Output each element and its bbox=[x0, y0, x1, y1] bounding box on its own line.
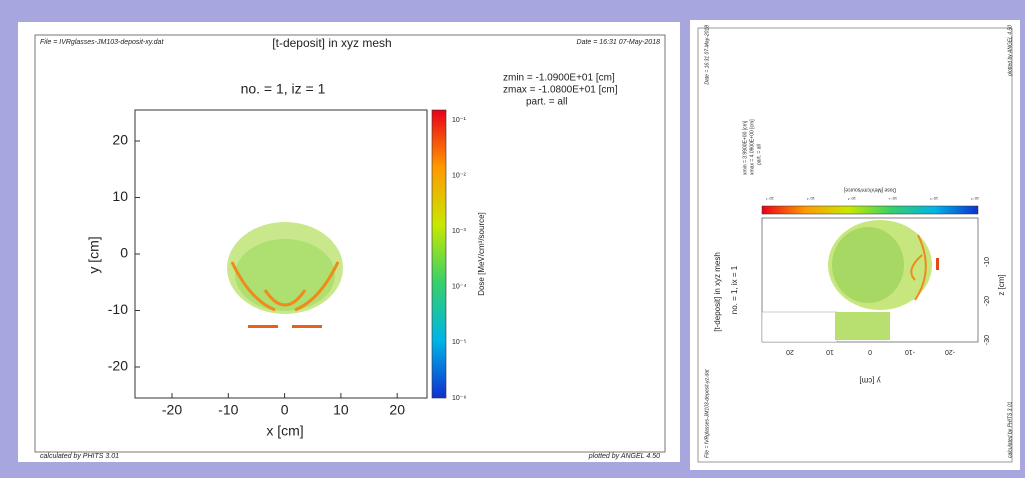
y-tick-label: 20 bbox=[112, 132, 128, 148]
info-line: part. = all bbox=[756, 144, 762, 165]
colorbar-tick-label: 10⁻⁵ bbox=[930, 196, 939, 201]
colorbar-label: Dose [MeV/cm³/source] bbox=[477, 212, 486, 296]
colorbar bbox=[761, 205, 979, 215]
y-tick-label: 0 bbox=[120, 245, 128, 261]
subtitle: no. = 1, iz = 1 bbox=[241, 81, 326, 97]
plot-title: [t-deposit] in xyz mesh bbox=[272, 36, 391, 50]
colorbar-tick-label: 10⁻⁴ bbox=[889, 196, 898, 201]
y-axis-label: y [cm] bbox=[859, 376, 880, 385]
x-tick-label: -10 bbox=[218, 402, 238, 418]
date: Date = 16:31 07-May-2018 bbox=[704, 25, 710, 85]
info-line: zmax = -1.0800E+01 [cm] bbox=[503, 85, 618, 96]
dose-map bbox=[227, 222, 343, 328]
x-tick-label: 20 bbox=[389, 402, 405, 418]
colorbar-tick-label: 10⁻³ bbox=[452, 228, 466, 235]
dose-edge bbox=[230, 261, 340, 312]
y-tick-label: -10 bbox=[905, 348, 915, 355]
y-tick-label: -20 bbox=[945, 348, 955, 355]
y-tick-label: 0 bbox=[868, 348, 872, 355]
colorbar-tick-label: 10⁻² bbox=[452, 172, 466, 179]
right-plot: File = IVRglasses-JM103-deposit-yz.dat D… bbox=[697, 25, 1013, 463]
dose-region bbox=[832, 227, 904, 303]
footer-left: calculated by PHITS 3.01 bbox=[40, 453, 119, 460]
z-tick-label: -10 bbox=[984, 257, 991, 267]
page-frame bbox=[34, 34, 666, 453]
dose-region bbox=[235, 239, 335, 311]
colorbar-tick-label: 10⁻⁶ bbox=[452, 395, 466, 402]
x-tick-label: 0 bbox=[281, 402, 289, 418]
colorbar-tick-label: 10⁻⁶ bbox=[971, 196, 980, 201]
colorbar-label: Dose [MeV/cm³/source] bbox=[843, 187, 896, 193]
file-name: File = IVRglasses-JM103-deposit-yz.dat bbox=[704, 369, 710, 458]
colorbar bbox=[431, 109, 447, 399]
z-axis-label: z [cm] bbox=[997, 274, 1006, 295]
file-name: File = IVRglasses-JM103-deposit-xy.dat bbox=[40, 39, 164, 46]
z-tick-label: -20 bbox=[984, 296, 991, 306]
info-line: xmax = 4.0900E+00 [cm] bbox=[749, 119, 755, 175]
subtitle: no. = 1, ix = 1 bbox=[730, 265, 739, 314]
y-tick-label: 10 bbox=[112, 188, 128, 204]
x-tick-label: 10 bbox=[333, 402, 349, 418]
dose-region bbox=[835, 312, 890, 340]
footer-left: calculated by PHITS 3.01 bbox=[1007, 401, 1013, 458]
dose-map bbox=[761, 220, 939, 343]
colorbar-tick-label: 10⁻³ bbox=[847, 196, 856, 201]
info-line: part. = all bbox=[526, 97, 567, 108]
y-tick-label: -20 bbox=[108, 358, 128, 374]
footer-right: plotted by ANGEL 4.50 bbox=[1007, 25, 1013, 77]
x-tick-label: -20 bbox=[162, 402, 182, 418]
dose-band bbox=[936, 258, 939, 270]
date: Date = 16:31 07-May-2018 bbox=[577, 39, 661, 46]
info-line: zmin = -1.0900E+01 [cm] bbox=[503, 73, 615, 84]
colorbar-tick-label: 10⁻¹ bbox=[452, 117, 466, 124]
colorbar-tick-label: 10⁻⁴ bbox=[452, 284, 467, 291]
y-tick-label: 20 bbox=[786, 348, 794, 355]
plot-title: [t-deposit] in xyz mesh bbox=[713, 252, 722, 332]
y-tick-label: -10 bbox=[108, 301, 128, 317]
dose-edge bbox=[910, 234, 927, 301]
footer-right: plotted by ANGEL 4.50 bbox=[588, 453, 660, 460]
left-ticks: -20 -10 0 10 20 20 10 0 -10 -20 10⁻¹ 10⁻² 10⁻³ 10⁻⁴ 10… bbox=[108, 117, 467, 418]
x-axis-label: x [cm] bbox=[266, 423, 303, 439]
dose-band bbox=[248, 325, 278, 328]
z-tick-label: -30 bbox=[984, 335, 991, 345]
colorbar-tick-label: 10⁻¹ bbox=[765, 196, 774, 201]
colorbar-tick-label: 10⁻⁵ bbox=[452, 339, 466, 346]
dose-band bbox=[292, 325, 322, 328]
y-tick-label: 10 bbox=[826, 348, 834, 355]
info-line: xmin = 3.9900E+00 [cm] bbox=[742, 120, 748, 175]
y-axis-label: y [cm] bbox=[86, 236, 102, 273]
page-frame bbox=[697, 27, 1013, 463]
colorbar-tick-label: 10⁻² bbox=[806, 196, 815, 201]
body-outline bbox=[761, 311, 838, 343]
